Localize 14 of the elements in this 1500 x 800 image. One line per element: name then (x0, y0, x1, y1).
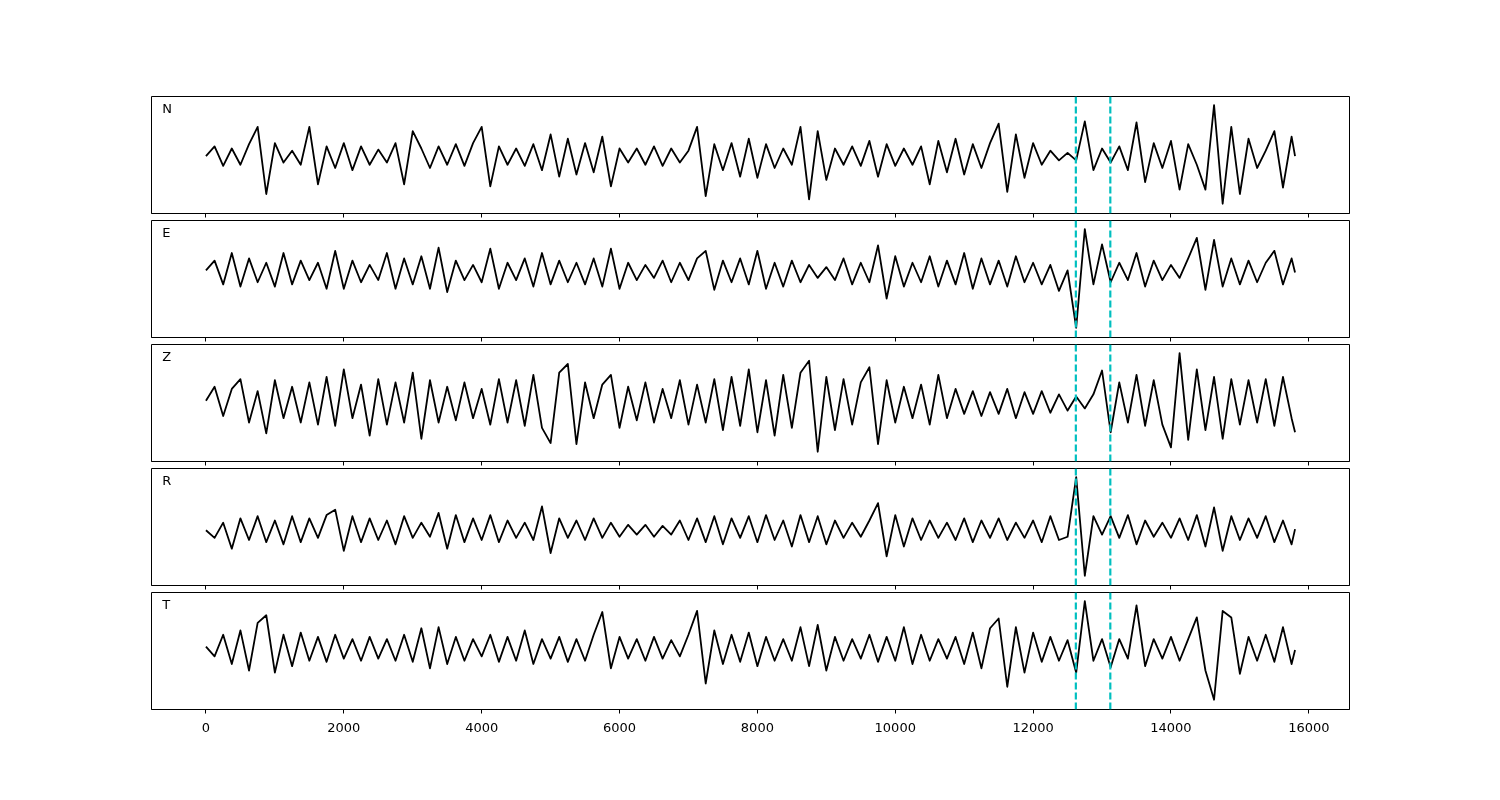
x-tick-label: 6000 (602, 719, 637, 735)
x-tick-label: 16000 (1288, 719, 1330, 735)
x-tick-label: 14000 (1150, 719, 1192, 735)
x-tick-label: 10000 (874, 719, 916, 735)
x-tick-label: 2000 (327, 719, 361, 735)
chart-title: Z (162, 348, 172, 364)
chart-title: E (162, 224, 171, 240)
x-tick-label: 8000 (740, 719, 774, 735)
chart-title: T (161, 596, 171, 612)
chart-title: N (162, 100, 173, 116)
chart-title: R (162, 472, 172, 488)
x-tick-label: 12000 (1012, 719, 1054, 735)
x-tick-label: 4000 (465, 719, 499, 735)
x-tick-label: 0 (201, 719, 211, 735)
